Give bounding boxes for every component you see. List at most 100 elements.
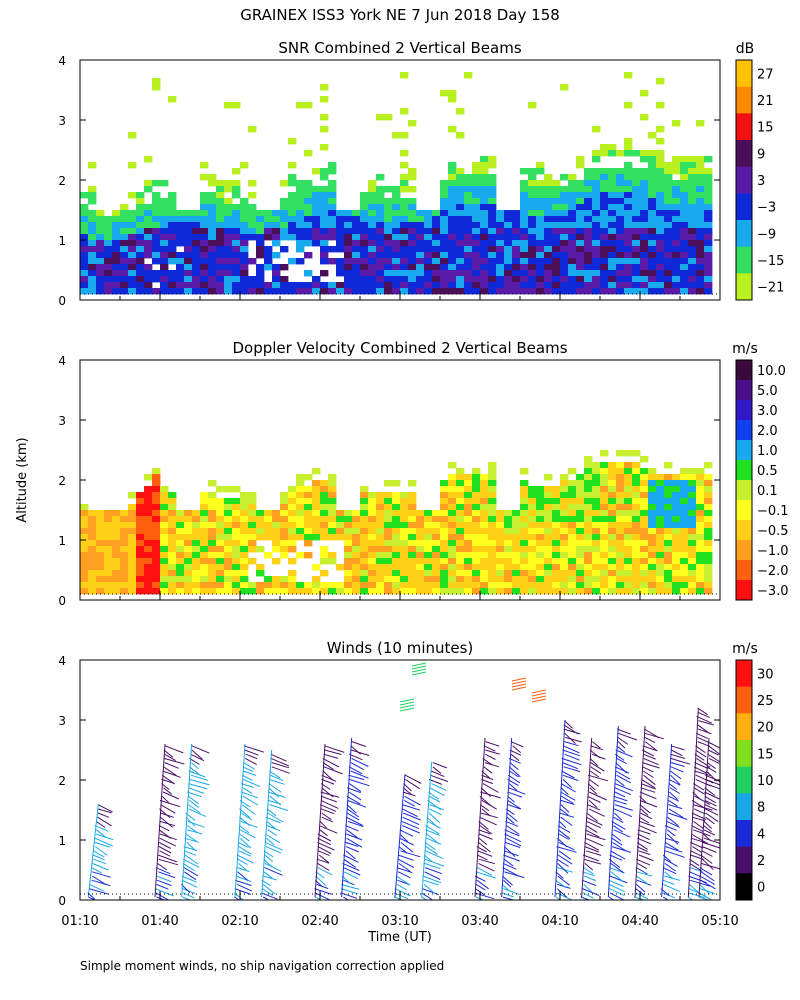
snr-cell bbox=[408, 276, 417, 283]
wind-barb bbox=[267, 829, 278, 836]
doppler-cell bbox=[368, 498, 377, 505]
wind-barb bbox=[617, 741, 626, 749]
snr-cell bbox=[464, 180, 473, 187]
doppler-cell bbox=[296, 486, 305, 493]
snr-cell bbox=[608, 240, 617, 247]
doppler-cell bbox=[376, 576, 385, 583]
colorbar-label: 4 bbox=[757, 827, 765, 842]
snr-cell bbox=[704, 222, 713, 229]
snr-cell bbox=[624, 210, 633, 217]
wind-barb bbox=[669, 787, 680, 794]
wind-barb bbox=[512, 745, 522, 753]
snr-cell bbox=[624, 240, 633, 247]
snr-cell bbox=[456, 252, 465, 259]
doppler-cell bbox=[296, 504, 305, 511]
wind-barb bbox=[317, 841, 335, 851]
doppler-cell bbox=[392, 582, 401, 589]
snr-cell bbox=[160, 240, 169, 247]
snr-cell bbox=[88, 258, 97, 265]
snr-cell bbox=[176, 264, 185, 271]
doppler-cell bbox=[440, 516, 449, 523]
snr-cell bbox=[448, 126, 457, 133]
snr-cell bbox=[448, 282, 457, 289]
snr-cell bbox=[584, 216, 593, 223]
doppler-cell bbox=[664, 462, 673, 469]
wind-barb bbox=[557, 863, 569, 874]
doppler-cell bbox=[552, 516, 561, 523]
doppler-cell bbox=[200, 576, 209, 583]
doppler-cell bbox=[120, 540, 129, 547]
doppler-cell bbox=[472, 546, 481, 553]
snr-cell bbox=[560, 276, 569, 283]
doppler-cell bbox=[168, 492, 177, 499]
snr-cell bbox=[112, 210, 121, 217]
wind-barb bbox=[556, 892, 572, 900]
doppler-cell bbox=[328, 534, 337, 541]
snr-cell bbox=[528, 276, 537, 283]
snr-cell bbox=[336, 246, 345, 253]
snr-cell bbox=[424, 264, 433, 271]
doppler-cell bbox=[88, 546, 97, 553]
snr-cell bbox=[144, 288, 153, 295]
wind-barb bbox=[164, 753, 176, 762]
snr-cell bbox=[672, 270, 681, 277]
doppler-cell bbox=[624, 534, 633, 541]
snr-cell bbox=[552, 246, 561, 253]
snr-cell bbox=[456, 186, 465, 193]
wind-barb bbox=[181, 879, 198, 888]
snr-cell bbox=[424, 288, 433, 295]
snr-cell bbox=[368, 222, 377, 229]
snr-cell bbox=[104, 258, 113, 265]
snr-cell bbox=[576, 210, 585, 217]
snr-cell bbox=[624, 258, 633, 265]
wind-barb bbox=[394, 888, 411, 897]
snr-cell bbox=[608, 222, 617, 229]
colorbar-segment bbox=[736, 560, 752, 581]
snr-cell bbox=[520, 198, 529, 205]
doppler-cell bbox=[672, 540, 681, 547]
doppler-cell bbox=[432, 522, 441, 529]
doppler-cell bbox=[344, 552, 353, 559]
snr-cell bbox=[648, 252, 657, 259]
wind-barb bbox=[400, 850, 421, 858]
snr-cell bbox=[544, 198, 553, 205]
snr-cell bbox=[336, 210, 345, 217]
doppler-cell bbox=[392, 534, 401, 541]
wind-barb bbox=[558, 850, 571, 860]
doppler-cell bbox=[560, 564, 569, 571]
snr-cell bbox=[184, 246, 193, 253]
snr-cell bbox=[504, 270, 513, 277]
snr-cell bbox=[392, 252, 401, 259]
snr-cell bbox=[600, 258, 609, 265]
snr-cell bbox=[688, 162, 697, 169]
snr-cell bbox=[472, 246, 481, 253]
doppler-cell bbox=[312, 492, 321, 499]
snr-cell bbox=[224, 240, 233, 247]
wind-barb bbox=[689, 871, 702, 878]
snr-cell bbox=[376, 252, 385, 259]
wind-barb bbox=[345, 846, 359, 853]
doppler-cell bbox=[576, 486, 585, 493]
doppler-cell bbox=[600, 450, 609, 457]
doppler-cell bbox=[296, 534, 305, 541]
wind-barb bbox=[424, 871, 441, 880]
snr-cell bbox=[632, 204, 641, 211]
doppler-cell bbox=[208, 492, 217, 499]
doppler-cell bbox=[408, 480, 417, 487]
wind-barb bbox=[350, 770, 369, 779]
doppler-cell bbox=[688, 468, 697, 475]
doppler-cell bbox=[560, 528, 569, 535]
doppler-cell bbox=[672, 534, 681, 541]
snr-cell bbox=[112, 288, 121, 295]
snr-cell bbox=[208, 216, 217, 223]
doppler-cell bbox=[552, 504, 561, 511]
wind-barb bbox=[479, 804, 490, 812]
doppler-cell bbox=[456, 510, 465, 517]
colorbar-label: −15 bbox=[757, 254, 784, 269]
snr-cell bbox=[608, 270, 617, 277]
wind-barb bbox=[266, 808, 277, 817]
doppler-cell bbox=[576, 516, 585, 523]
snr-cell bbox=[632, 192, 641, 199]
doppler-cell bbox=[384, 528, 393, 535]
doppler-cell bbox=[688, 570, 697, 577]
